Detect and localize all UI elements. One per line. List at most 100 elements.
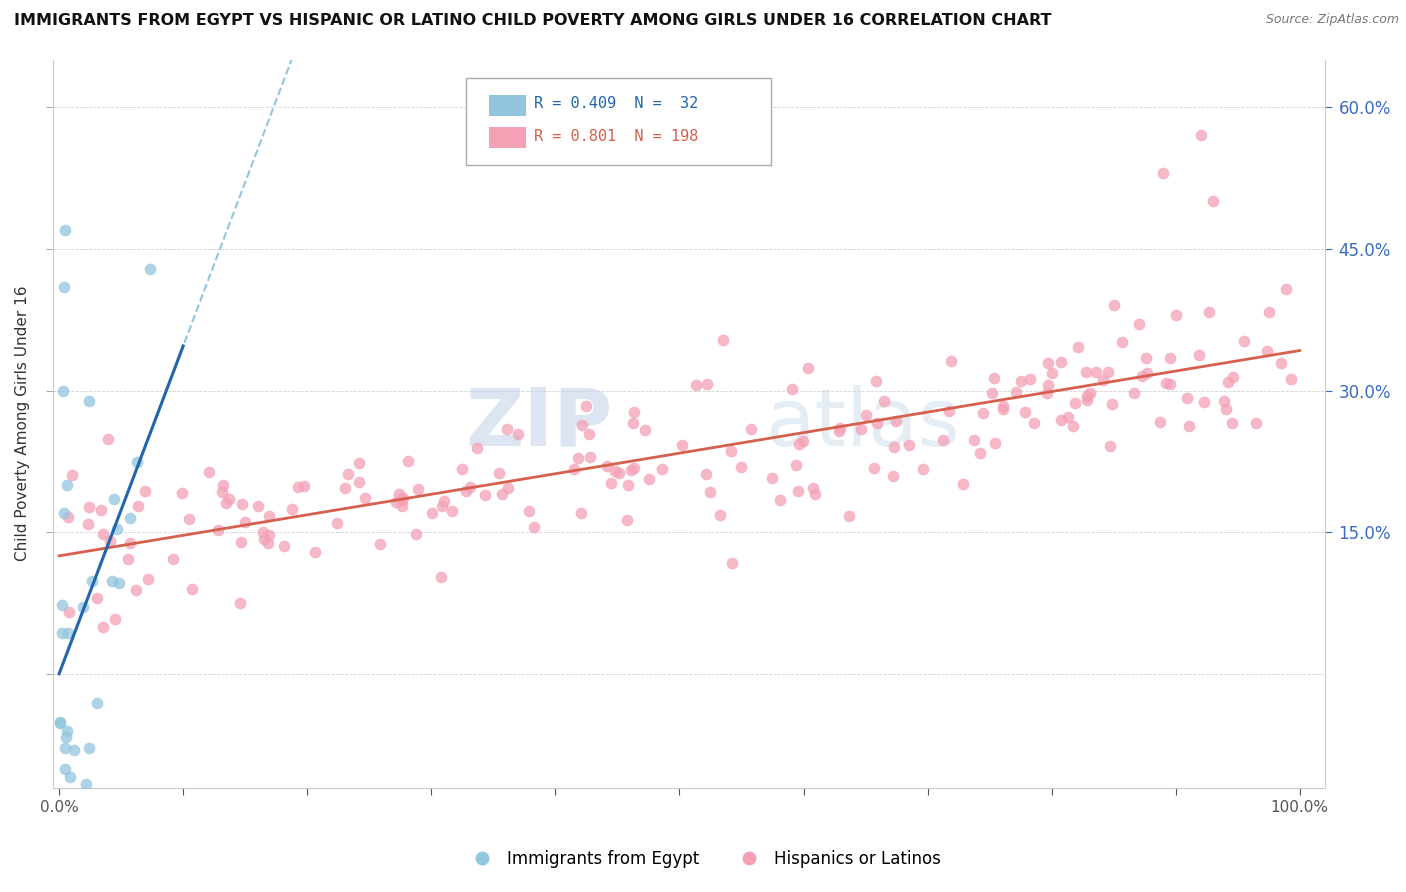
- Hispanics or Latinos: [866, 416, 889, 430]
- Immigrants from Egypt: [51, 598, 73, 612]
- Hispanics or Latinos: [1084, 365, 1107, 379]
- Hispanics or Latinos: [651, 462, 673, 476]
- Hispanics or Latinos: [405, 526, 427, 541]
- Immigrants from Egypt: [125, 455, 148, 469]
- Hispanics or Latinos: [441, 504, 464, 518]
- Hispanics or Latinos: [991, 399, 1014, 413]
- Hispanics or Latinos: [720, 443, 742, 458]
- Hispanics or Latinos: [849, 422, 872, 436]
- Hispanics or Latinos: [1076, 393, 1098, 408]
- Hispanics or Latinos: [617, 478, 640, 492]
- Hispanics or Latinos: [396, 453, 419, 467]
- Hispanics or Latinos: [696, 377, 718, 392]
- Hispanics or Latinos: [1154, 376, 1177, 390]
- Hispanics or Latinos: [218, 491, 240, 506]
- Hispanics or Latinos: [1056, 409, 1078, 424]
- Hispanics or Latinos: [721, 556, 744, 570]
- Hispanics or Latinos: [962, 433, 984, 447]
- Hispanics or Latinos: [506, 427, 529, 442]
- Hispanics or Latinos: [1014, 405, 1036, 419]
- Hispanics or Latinos: [671, 438, 693, 452]
- Hispanics or Latinos: [983, 436, 1005, 450]
- Text: R = 0.409  N =  32: R = 0.409 N = 32: [534, 95, 697, 111]
- Hispanics or Latinos: [1222, 370, 1244, 384]
- Hispanics or Latinos: [1040, 366, 1063, 380]
- Immigrants from Egypt: [51, 873, 73, 888]
- Hispanics or Latinos: [391, 499, 413, 513]
- Hispanics or Latinos: [120, 535, 142, 549]
- Hispanics or Latinos: [883, 440, 905, 454]
- Hispanics or Latinos: [952, 477, 974, 491]
- FancyBboxPatch shape: [467, 78, 772, 165]
- Hispanics or Latinos: [353, 491, 375, 506]
- Immigrants from Egypt: [86, 696, 108, 710]
- Hispanics or Latinos: [474, 487, 496, 501]
- Hispanics or Latinos: [596, 458, 619, 473]
- Hispanics or Latinos: [1246, 416, 1268, 430]
- Hispanics or Latinos: [56, 510, 79, 524]
- Hispanics or Latinos: [730, 459, 752, 474]
- Hispanics or Latinos: [104, 612, 127, 626]
- Hispanics or Latinos: [1062, 418, 1084, 433]
- Immigrants from Egypt: [75, 777, 97, 791]
- Hispanics or Latinos: [347, 456, 370, 470]
- Hispanics or Latinos: [1188, 348, 1211, 362]
- Text: IMMIGRANTS FROM EGYPT VS HISPANIC OR LATINO CHILD POVERTY AMONG GIRLS UNDER 16 C: IMMIGRANTS FROM EGYPT VS HISPANIC OR LAT…: [14, 13, 1052, 29]
- Hispanics or Latinos: [1098, 439, 1121, 453]
- Hispanics or Latinos: [603, 464, 626, 478]
- Immigrants from Egypt: [49, 715, 72, 730]
- Hispanics or Latinos: [77, 517, 100, 532]
- Hispanics or Latinos: [972, 406, 994, 420]
- Hispanics or Latinos: [569, 507, 592, 521]
- Hispanics or Latinos: [465, 441, 488, 455]
- Hispanics or Latinos: [780, 382, 803, 396]
- Hispanics or Latinos: [685, 377, 707, 392]
- Hispanics or Latinos: [1152, 166, 1174, 180]
- Hispanics or Latinos: [1256, 344, 1278, 359]
- Text: atlas: atlas: [765, 384, 959, 463]
- Hispanics or Latinos: [488, 466, 510, 480]
- Hispanics or Latinos: [1064, 396, 1087, 410]
- Hispanics or Latinos: [458, 480, 481, 494]
- Hispanics or Latinos: [1078, 386, 1101, 401]
- Hispanics or Latinos: [1270, 356, 1292, 370]
- Hispanics or Latinos: [1130, 368, 1153, 383]
- Hispanics or Latinos: [180, 582, 202, 596]
- Hispanics or Latinos: [1122, 386, 1144, 401]
- Hispanics or Latinos: [1036, 356, 1059, 370]
- Hispanics or Latinos: [1076, 389, 1098, 403]
- Hispanics or Latinos: [1220, 416, 1243, 430]
- Hispanics or Latinos: [1189, 128, 1212, 143]
- Hispanics or Latinos: [865, 374, 887, 388]
- Immigrants from Egypt: [103, 491, 125, 506]
- Hispanics or Latinos: [212, 478, 235, 492]
- Hispanics or Latinos: [638, 471, 661, 485]
- Hispanics or Latinos: [1159, 377, 1181, 392]
- Hispanics or Latinos: [257, 528, 280, 542]
- Hispanics or Latinos: [124, 582, 146, 597]
- Hispanics or Latinos: [787, 484, 810, 499]
- Immigrants from Egypt: [53, 762, 76, 776]
- Hispanics or Latinos: [430, 570, 453, 584]
- Hispanics or Latinos: [496, 481, 519, 495]
- Hispanics or Latinos: [90, 502, 112, 516]
- Immigrants from Egypt: [48, 856, 70, 871]
- Hispanics or Latinos: [1159, 351, 1181, 365]
- Hispanics or Latinos: [385, 495, 408, 509]
- Immigrants from Egypt: [59, 770, 82, 784]
- Hispanics or Latinos: [127, 499, 149, 513]
- Hispanics or Latinos: [897, 438, 920, 452]
- Legend: Immigrants from Egypt, Hispanics or Latinos: Immigrants from Egypt, Hispanics or Lati…: [458, 844, 948, 875]
- Immigrants from Egypt: [53, 279, 76, 293]
- Hispanics or Latinos: [1202, 194, 1225, 209]
- Immigrants from Egypt: [118, 510, 141, 524]
- Hispanics or Latinos: [828, 425, 851, 439]
- Hispanics or Latinos: [433, 494, 456, 508]
- Hispanics or Latinos: [983, 371, 1005, 385]
- Hispanics or Latinos: [211, 484, 233, 499]
- Hispanics or Latinos: [1067, 340, 1090, 354]
- Hispanics or Latinos: [699, 484, 721, 499]
- Immigrants from Egypt: [139, 261, 162, 276]
- Hispanics or Latinos: [207, 523, 229, 537]
- Immigrants from Egypt: [56, 724, 79, 739]
